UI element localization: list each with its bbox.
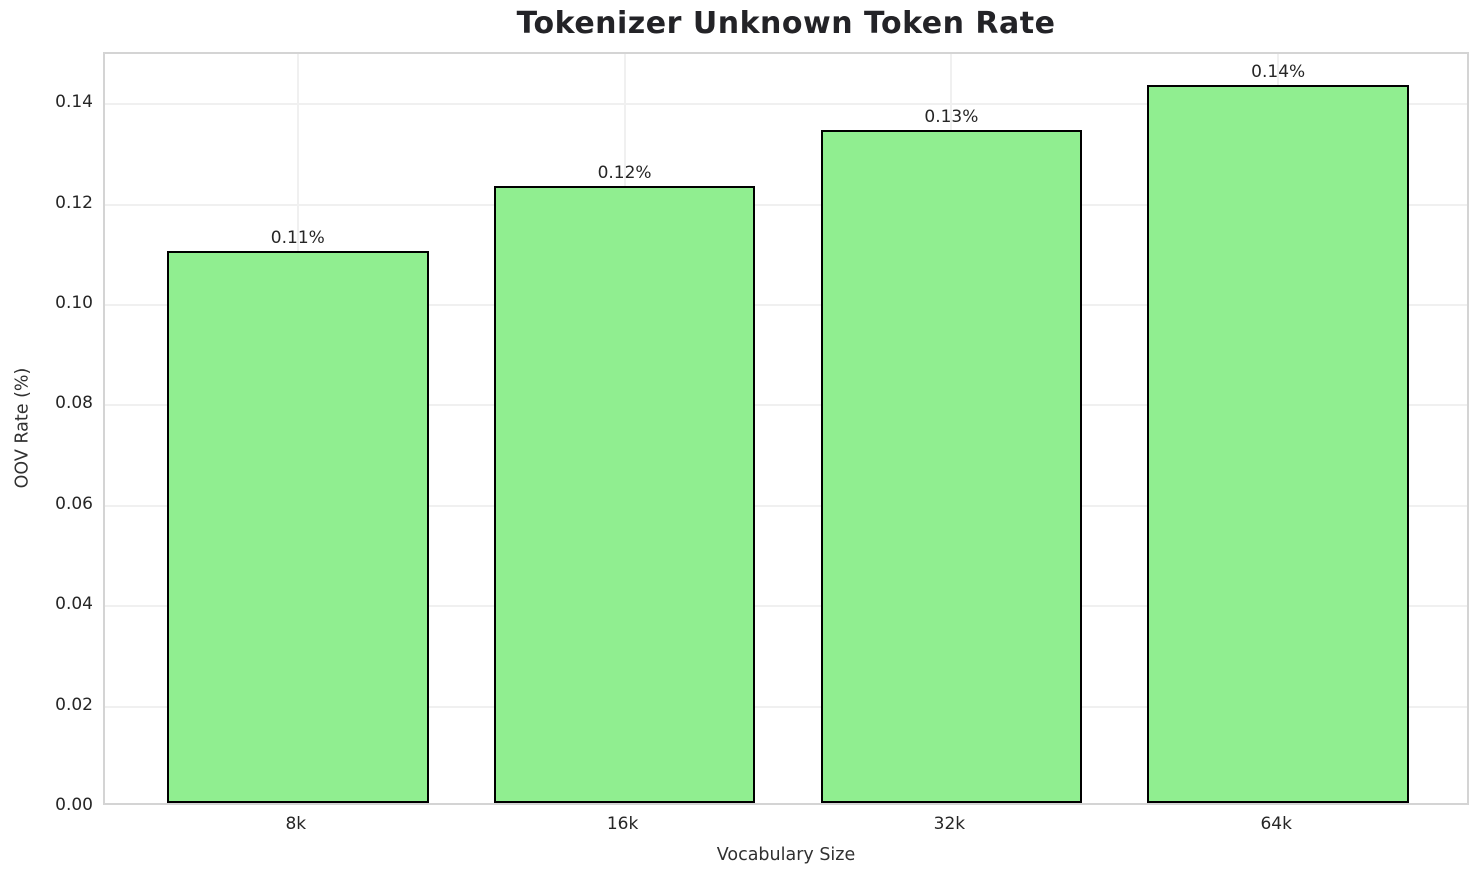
x-tick-label: 64k — [1260, 814, 1292, 834]
y-tick-label: 0.10 — [55, 293, 93, 313]
bar-value-label: 0.13% — [924, 107, 979, 128]
plot-area: 0.11% 0.12% 0.13% 0.14% — [103, 52, 1469, 805]
gridline-h — [105, 605, 1467, 608]
gridline-h — [105, 504, 1467, 507]
x-tick-label: 16k — [606, 814, 639, 834]
bar — [820, 130, 1083, 803]
y-axis-label: OOV Rate (%) — [12, 367, 33, 489]
gridline-h — [105, 705, 1467, 708]
y-tick-label: 0.06 — [55, 493, 93, 514]
y-tick-label: 0.02 — [55, 694, 93, 715]
x-tick-label: 8k — [285, 814, 307, 834]
bar-value-label: 0.12% — [597, 162, 652, 183]
gridline-h — [105, 404, 1467, 407]
bar — [493, 185, 756, 803]
gridline-h — [105, 103, 1467, 106]
x-axis-label: Vocabulary Size — [716, 845, 856, 865]
bar-value-label: 0.11% — [270, 227, 325, 248]
y-tick-label: 0.08 — [55, 393, 93, 414]
gridline-h — [105, 203, 1467, 206]
y-tick-label: 0.04 — [55, 594, 93, 615]
chart-title: Tokenizer Unknown Token Rate — [516, 6, 1056, 41]
y-tick-label: 0.12 — [55, 192, 93, 213]
gridline-h — [105, 304, 1467, 306]
y-tick-label: 0.14 — [55, 92, 93, 113]
y-tick-label: 0.00 — [55, 795, 93, 815]
bar-value-label: 0.14% — [1251, 62, 1306, 83]
bar — [1147, 85, 1409, 803]
x-tick-label: 32k — [933, 814, 966, 834]
bar — [167, 250, 429, 803]
